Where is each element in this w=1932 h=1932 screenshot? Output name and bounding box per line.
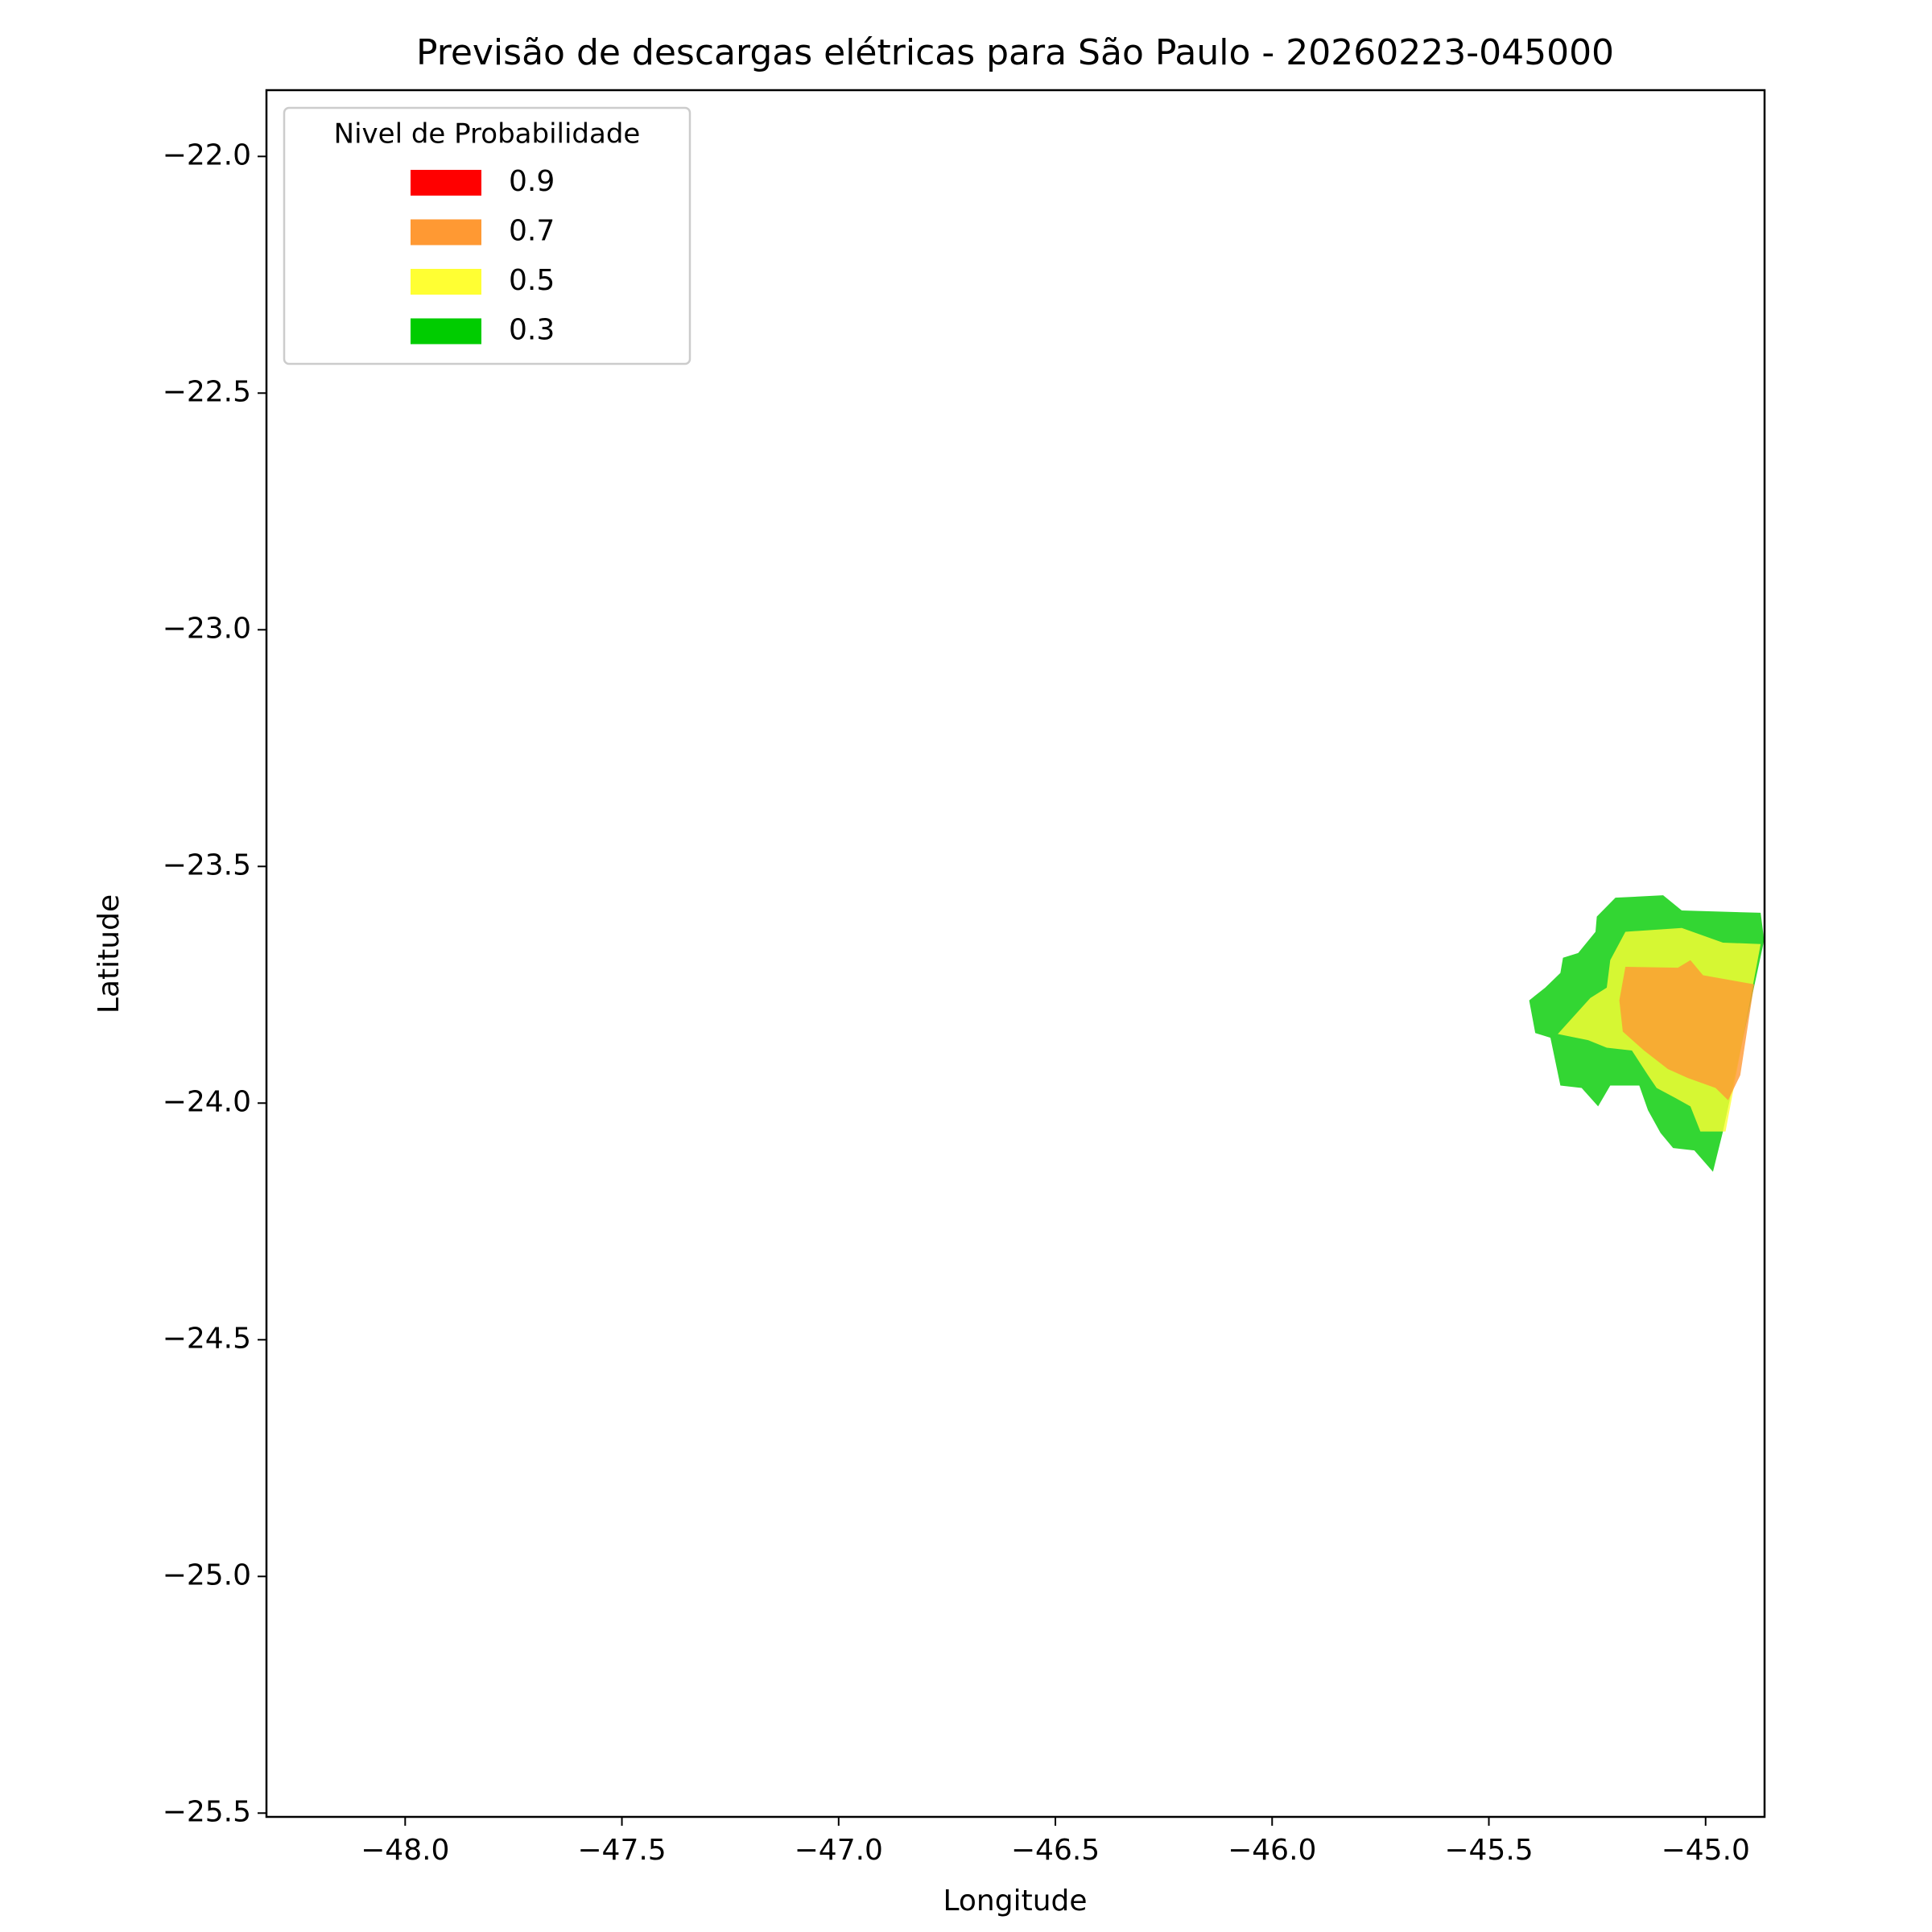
contour-regions bbox=[1529, 895, 1765, 1172]
x-tick-label: −46.0 bbox=[1228, 1834, 1316, 1867]
y-tick-label: −24.5 bbox=[163, 1322, 251, 1355]
x-axis-label: Longitude bbox=[943, 1885, 1087, 1918]
y-tick-label: −25.0 bbox=[163, 1558, 251, 1591]
contour-region bbox=[1619, 960, 1755, 1100]
legend-box bbox=[283, 106, 691, 365]
legend-label: 0.3 bbox=[509, 314, 555, 347]
y-tick-label: −22.5 bbox=[163, 375, 251, 408]
x-tick-label: −47.5 bbox=[577, 1834, 666, 1867]
legend-swatch bbox=[411, 170, 481, 196]
legend-label: 0.5 bbox=[509, 264, 555, 297]
legend-swatch bbox=[411, 219, 481, 246]
legend-label: 0.9 bbox=[509, 165, 555, 198]
y-tick-label: −23.5 bbox=[163, 848, 251, 881]
y-tick-label: −25.5 bbox=[163, 1795, 251, 1828]
y-tick-label: −23.0 bbox=[163, 612, 251, 645]
y-tick-label: −24.0 bbox=[163, 1085, 251, 1118]
legend-label: 0.7 bbox=[509, 215, 555, 248]
legend-swatch bbox=[411, 318, 481, 345]
chart-title: Previsão de descargas elétricas para São… bbox=[416, 32, 1614, 73]
legend-title: Nivel de Probabilidade bbox=[334, 118, 641, 151]
x-tick-label: −45.0 bbox=[1662, 1834, 1750, 1867]
x-tick-label: −48.0 bbox=[361, 1834, 449, 1867]
legend: Nivel de Probabilidade 0.9 0.7 0.5 0.3 bbox=[283, 106, 691, 365]
plot-frame bbox=[265, 89, 1766, 1818]
legend-swatch bbox=[411, 269, 481, 295]
y-tick-label: −22.0 bbox=[163, 138, 251, 171]
y-axis-label: Latitude bbox=[93, 894, 126, 1013]
x-tick-label: −47.0 bbox=[795, 1834, 883, 1867]
x-tick-label: −46.5 bbox=[1011, 1834, 1100, 1867]
x-tick-label: −45.5 bbox=[1444, 1834, 1533, 1867]
